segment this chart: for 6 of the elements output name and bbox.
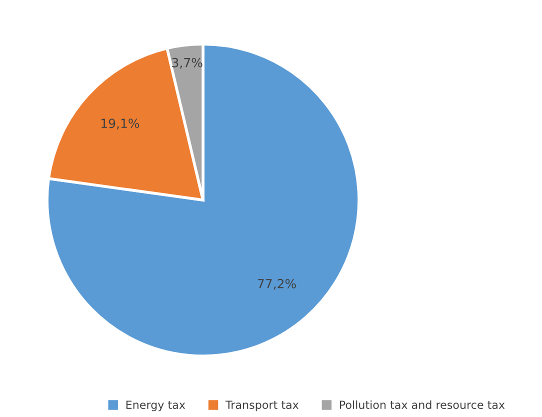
legend-label: Pollution tax and resource tax bbox=[340, 400, 505, 410]
legend-label: Energy tax bbox=[126, 400, 186, 412]
data-label: 77,2% bbox=[258, 278, 296, 290]
data-label: 19,1% bbox=[102, 118, 140, 130]
legend-label: Transport tax bbox=[225, 400, 299, 412]
pie-slice bbox=[46, 42, 360, 358]
